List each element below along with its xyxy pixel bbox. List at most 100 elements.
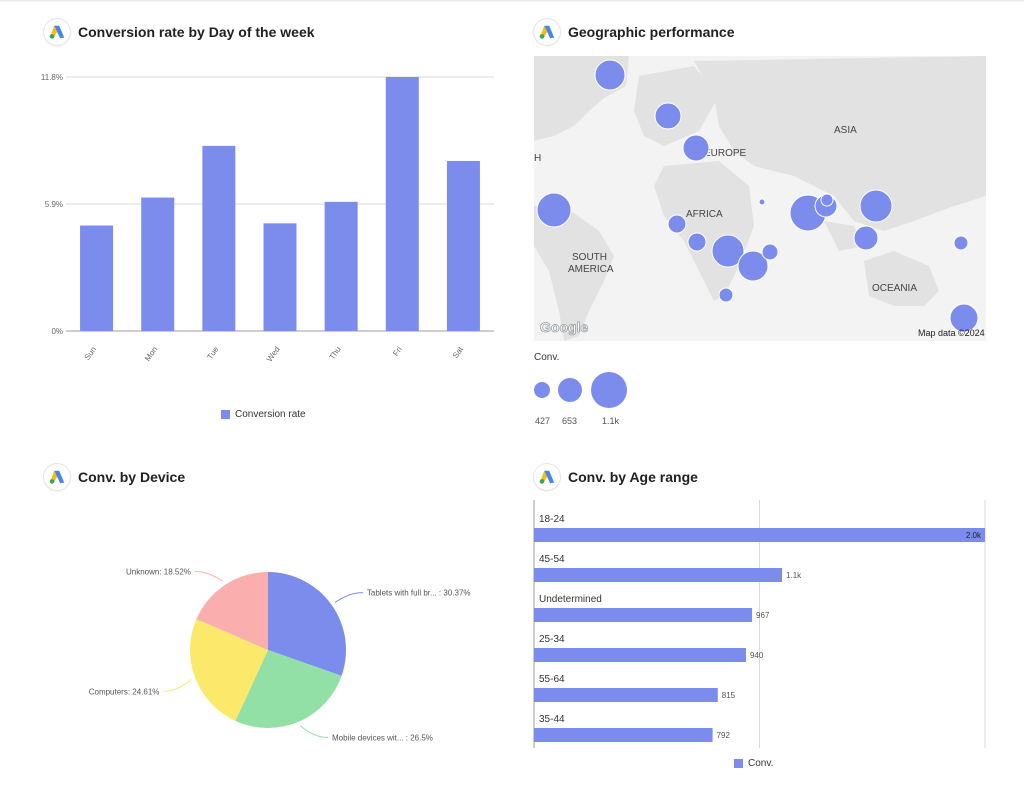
map-bubble[interactable] <box>536 192 572 228</box>
world-bubble-map[interactable]: ASIA EUROPE AFRICA SOUTH AMERICA OCEANIA… <box>534 56 986 341</box>
bar[interactable] <box>80 225 114 331</box>
value-label: 1.1k <box>786 571 802 580</box>
map-attribution: Map data ©2024 <box>918 328 985 338</box>
panel-header: Geographic performance <box>534 19 735 45</box>
pie-leader-line <box>299 725 328 738</box>
map-bubble[interactable] <box>682 134 710 162</box>
x-tick-label: Fri <box>391 345 404 358</box>
bar[interactable] <box>534 728 713 742</box>
value-label: 2.0k <box>966 531 982 540</box>
map-label-asia: ASIA <box>834 125 857 136</box>
legend-swatch <box>734 759 743 768</box>
map-bubbles <box>536 59 979 333</box>
pie-slice-label: Unknown: 18.52% <box>126 567 191 576</box>
y-tick-label: 5.9% <box>45 200 63 209</box>
panel-conv-by-age: Conv. by Age range 18-24 2.0k 45-54 1.1k Und… <box>533 464 986 774</box>
bar[interactable] <box>324 201 358 331</box>
pie-slice[interactable] <box>235 650 342 728</box>
map-bubble[interactable] <box>949 303 979 333</box>
map-bubble[interactable] <box>758 198 766 206</box>
map-bubble[interactable] <box>953 235 969 251</box>
map-bubble[interactable] <box>594 59 626 91</box>
age-range-bar-chart: 18-24 2.0k 45-54 1.1k Undetermined 967 25-34 94… <box>533 500 986 748</box>
map-label-africa: AFRICA <box>686 209 723 220</box>
map-label-europe: EUROPE <box>704 148 747 159</box>
pie-slice[interactable] <box>268 572 346 676</box>
pie-leader-line <box>194 570 224 582</box>
map-bubble[interactable] <box>820 193 834 207</box>
bubble-legend-small <box>534 382 550 398</box>
panel-conversion-by-day: Conversion rate by Day of the week 0% 5.9… <box>41 19 494 429</box>
value-label: 967 <box>756 611 770 620</box>
panel-title: Conv. by Device <box>78 469 186 485</box>
pie-leader-line <box>163 678 192 692</box>
bubble-legend-title: Conv. <box>534 352 560 363</box>
panel-geographic-performance: Geographic performance ASIA EUROPE AFRIC… <box>534 19 986 429</box>
bubble-legend-medium <box>558 378 582 402</box>
map-bubble[interactable] <box>711 234 745 268</box>
map-bubble[interactable] <box>667 214 687 234</box>
device-pie-chart: Tablets with full br... : 30.37% Mobile d… <box>89 567 471 742</box>
bar[interactable] <box>534 528 985 542</box>
bar[interactable] <box>534 608 753 622</box>
x-tick-label: Sat <box>451 344 466 360</box>
bubble-legend-large <box>591 372 627 408</box>
map-bubble[interactable] <box>654 102 682 130</box>
panel-header: Conv. by Device <box>44 464 185 490</box>
pie-slice-label: Mobile devices wit... : 26.5% <box>332 733 433 742</box>
legend-label: Conv. <box>748 758 774 769</box>
map-label-oceania: OCEANIA <box>872 283 917 294</box>
bar[interactable] <box>141 197 175 331</box>
map-land <box>534 56 986 341</box>
map-label-south-america: SOUTH <box>572 252 607 263</box>
panel-conv-by-device: Conv. by Device Tablets with full br... … <box>44 464 494 774</box>
map-bubble[interactable] <box>761 243 779 261</box>
x-tick-label: Tue <box>205 345 220 362</box>
bar[interactable] <box>385 77 419 331</box>
google-ads-logo-icon <box>534 464 560 490</box>
google-ads-logo-icon <box>534 19 560 45</box>
map-bubble[interactable] <box>687 232 707 252</box>
x-tick-label: Sun <box>83 345 99 362</box>
x-tick-label: Thu <box>327 345 342 361</box>
map-bubble[interactable] <box>853 225 879 251</box>
map-label-south-america-2: AMERICA <box>568 264 614 275</box>
top-border <box>0 0 1024 3</box>
bubble-legend-value: 653 <box>562 416 578 426</box>
map-label-cut: H <box>534 153 541 164</box>
category-label: 25-34 <box>539 634 565 645</box>
legend-label: Conversion rate <box>235 409 306 420</box>
bar[interactable] <box>534 568 783 582</box>
map-bubble[interactable] <box>718 287 734 303</box>
map-bubble[interactable] <box>737 250 769 282</box>
chart-legend: Conv. <box>734 758 773 769</box>
panel-title: Conv. by Age range <box>568 469 698 485</box>
google-logo: Google <box>540 319 588 335</box>
panel-header: Conversion rate by Day of the week <box>44 19 315 45</box>
bar[interactable] <box>263 223 297 331</box>
pie-slice-label: Computers: 24.61% <box>89 687 160 696</box>
bar[interactable] <box>202 145 236 331</box>
y-tick-label: 11.8% <box>41 73 63 82</box>
category-label: 55-64 <box>539 674 565 685</box>
legend-swatch <box>221 410 230 419</box>
x-tick-label: Mon <box>143 345 159 363</box>
bar[interactable] <box>446 160 480 331</box>
pie-slice[interactable] <box>196 572 268 650</box>
bar[interactable] <box>534 688 718 702</box>
panel-header: Conv. by Age range <box>534 464 698 490</box>
pie-slice-label: Tablets with full br... : 30.37% <box>367 589 471 598</box>
bar[interactable] <box>534 648 746 662</box>
value-label: 940 <box>750 651 764 660</box>
x-tick-label: Wed <box>265 345 282 364</box>
map-bubble[interactable] <box>859 189 893 223</box>
google-ads-logo-icon <box>44 19 70 45</box>
category-label: 35-44 <box>539 714 565 725</box>
pie-slice[interactable] <box>189 619 268 721</box>
conversion-rate-bar-chart: 0% 5.9% 11.8% Sun Mon Tue Wed Thu Fri Sat <box>41 73 494 364</box>
category-label: Undetermined <box>539 594 602 605</box>
chart-legend: Conversion rate <box>221 409 306 420</box>
bubble-size-legend <box>534 372 627 408</box>
pie-leader-line <box>334 592 363 603</box>
panel-title: Geographic performance <box>568 24 735 40</box>
